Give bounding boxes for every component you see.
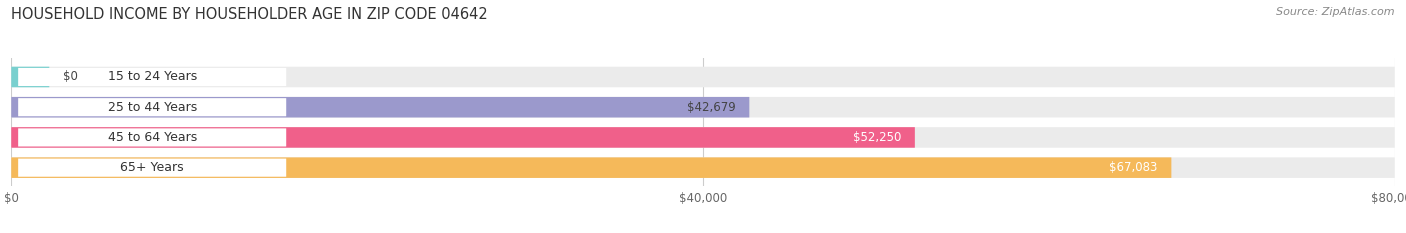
FancyBboxPatch shape — [18, 98, 287, 116]
Text: $67,083: $67,083 — [1109, 161, 1157, 174]
FancyBboxPatch shape — [11, 157, 1171, 178]
Text: 25 to 44 Years: 25 to 44 Years — [108, 101, 197, 114]
FancyBboxPatch shape — [11, 97, 1395, 117]
FancyBboxPatch shape — [18, 159, 287, 177]
Text: Source: ZipAtlas.com: Source: ZipAtlas.com — [1277, 7, 1395, 17]
Text: $42,679: $42,679 — [686, 101, 735, 114]
FancyBboxPatch shape — [11, 67, 1395, 87]
Text: 45 to 64 Years: 45 to 64 Years — [108, 131, 197, 144]
Text: 65+ Years: 65+ Years — [121, 161, 184, 174]
Text: HOUSEHOLD INCOME BY HOUSEHOLDER AGE IN ZIP CODE 04642: HOUSEHOLD INCOME BY HOUSEHOLDER AGE IN Z… — [11, 7, 488, 22]
FancyBboxPatch shape — [11, 97, 749, 117]
Text: $52,250: $52,250 — [852, 131, 901, 144]
FancyBboxPatch shape — [11, 67, 49, 87]
FancyBboxPatch shape — [11, 127, 1395, 148]
FancyBboxPatch shape — [11, 157, 1395, 178]
Text: 15 to 24 Years: 15 to 24 Years — [108, 71, 197, 83]
Text: $0: $0 — [63, 71, 77, 83]
FancyBboxPatch shape — [18, 128, 287, 147]
FancyBboxPatch shape — [18, 68, 287, 86]
FancyBboxPatch shape — [11, 127, 915, 148]
